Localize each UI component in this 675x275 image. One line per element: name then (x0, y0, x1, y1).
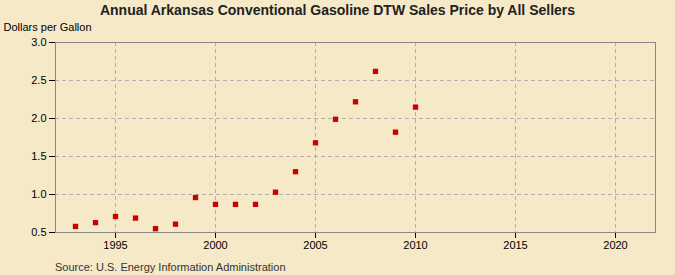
svg-text:2020: 2020 (603, 239, 627, 251)
svg-text:1.0: 1.0 (31, 188, 46, 200)
svg-text:1995: 1995 (103, 239, 127, 251)
svg-text:0.5: 0.5 (31, 226, 46, 238)
svg-text:1.5: 1.5 (31, 150, 46, 162)
svg-text:2005: 2005 (303, 239, 327, 251)
html-text:Source: U.S. Energy Informatio: Source: U.S. Energy Information Administ… (55, 261, 286, 273)
svg-text:2010: 2010 (403, 239, 427, 251)
svg-text:3.0: 3.0 (31, 36, 46, 48)
svg-text:2015: 2015 (503, 239, 527, 251)
svg-text:2.5: 2.5 (31, 74, 46, 86)
svg-text:2.0: 2.0 (31, 112, 46, 124)
html-text:Annual Arkansas Conventional G: Annual Arkansas Conventional Gasoline DT… (99, 2, 576, 18)
svg-text:2000: 2000 (203, 239, 227, 251)
svg-text:Dollars per Gallon: Dollars per Gallon (4, 21, 92, 33)
